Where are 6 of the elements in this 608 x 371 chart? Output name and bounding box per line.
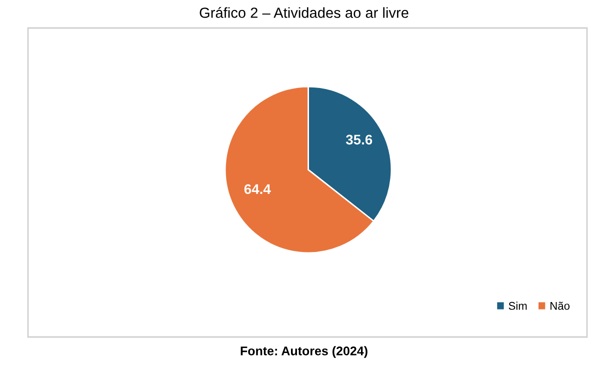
- data-label: 64.4: [244, 184, 271, 194]
- legend-label: Sim: [508, 302, 527, 310]
- chart-title: Gráfico 2 – Atividades ao ar livre: [200, 7, 408, 18]
- source-note: Fonte: Autores (2024): [240, 346, 368, 358]
- legend-label: Não: [550, 302, 570, 310]
- data-label: 35.6: [346, 134, 372, 145]
